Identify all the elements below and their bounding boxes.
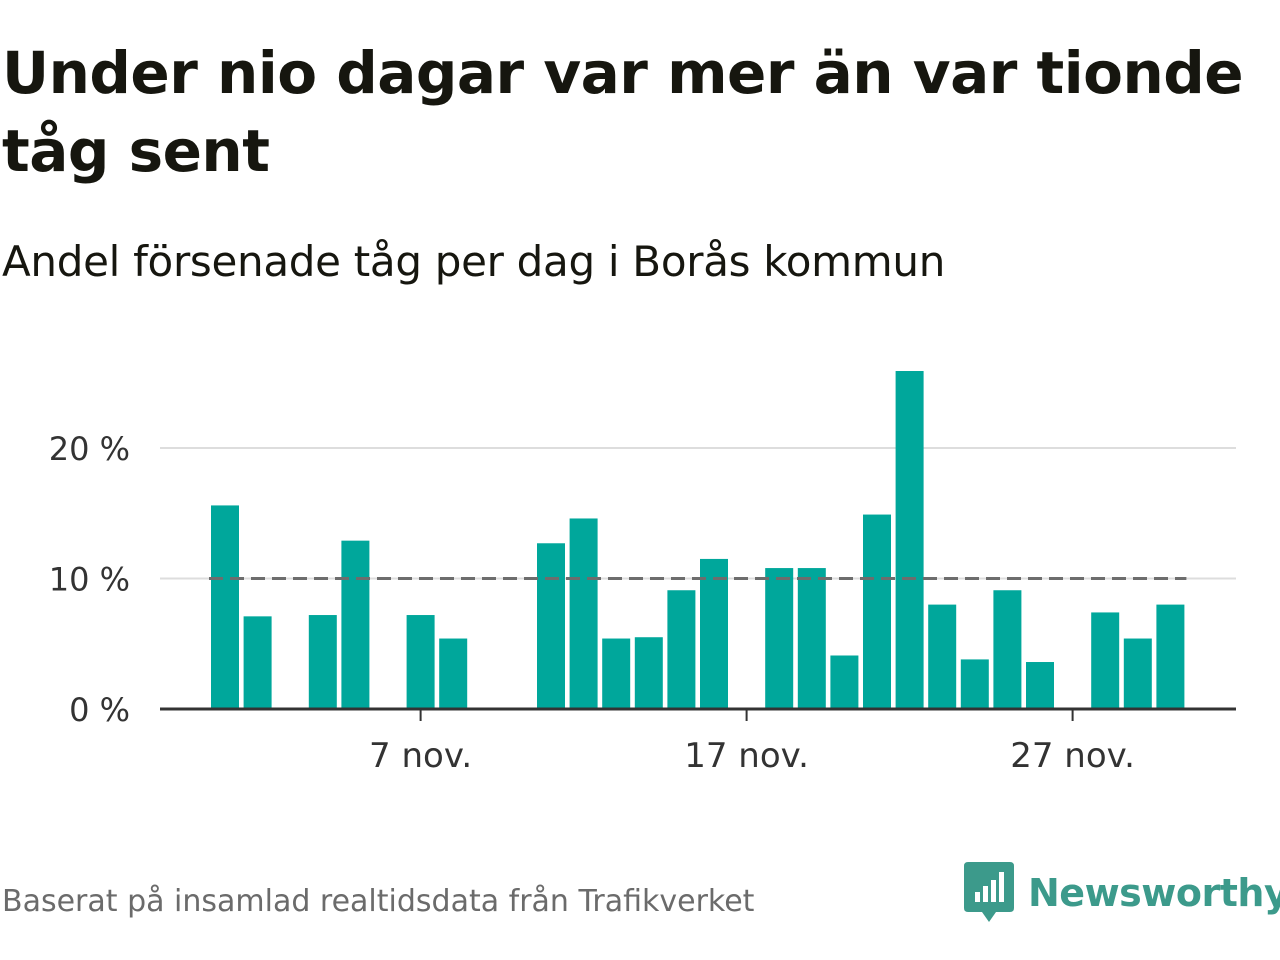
newsworthy-chart-bubble-icon: [964, 862, 1014, 922]
bar: [797, 568, 826, 709]
chart-subtitle: Andel försenade tåg per dag i Borås komm…: [2, 237, 946, 286]
y-tick-label: 0 %: [69, 691, 130, 729]
bar: [341, 540, 370, 709]
y-tick-label: 10 %: [49, 561, 130, 599]
source-note: Baserat på insamlad realtidsdata från Tr…: [2, 884, 755, 919]
y-tick-label: 20 %: [49, 430, 130, 468]
bar: [928, 604, 957, 709]
bar: [765, 568, 794, 709]
bar-chart: 0 % 10 % 20 % 7 nov. 17 nov. 27 nov.: [49, 371, 1236, 776]
bar: [830, 655, 859, 709]
bar: [406, 615, 435, 709]
bar: [308, 615, 337, 709]
bar: [569, 518, 598, 709]
bar: [960, 659, 989, 709]
bar: [439, 638, 468, 709]
bar: [1091, 612, 1120, 709]
bar: [863, 514, 891, 709]
bar: [211, 505, 239, 709]
bar: [993, 590, 1022, 709]
bar: [700, 558, 728, 709]
x-tick-label: 27 nov.: [1010, 736, 1135, 776]
x-tick-label: 7 nov.: [369, 736, 472, 776]
bar: [243, 616, 272, 709]
x-tick-label: 17 nov.: [684, 736, 809, 776]
bar: [1123, 638, 1152, 709]
brand-name: Newsworthy: [1028, 871, 1280, 915]
bar: [667, 590, 696, 709]
bar: [1156, 604, 1185, 709]
newsworthy-logo: Newsworthy: [964, 862, 1280, 924]
bar: [602, 638, 631, 709]
bar: [634, 637, 663, 709]
chart-title: Under nio dagar var mer än var tionde tå…: [2, 39, 1244, 185]
bar: [895, 371, 924, 709]
bar: [537, 543, 565, 709]
bar: [1026, 662, 1054, 709]
